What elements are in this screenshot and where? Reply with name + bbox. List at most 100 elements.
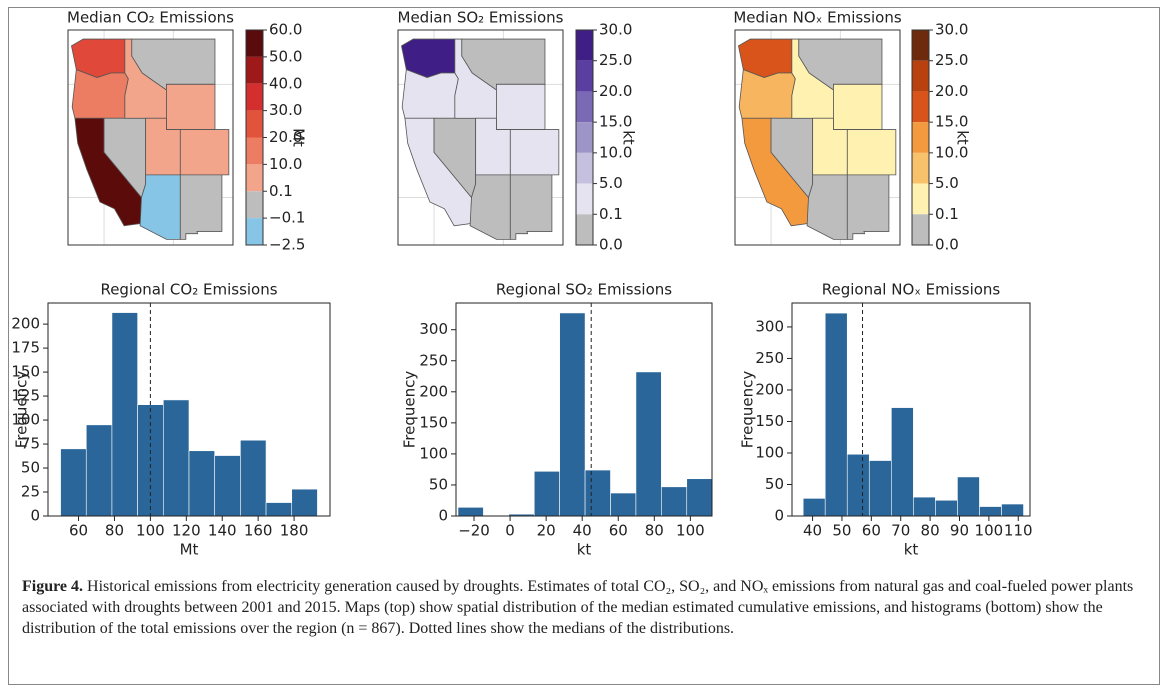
y-tick-label: 200 — [11, 315, 40, 333]
x-tick-label: 40 — [573, 522, 592, 540]
colorbar-segment — [576, 183, 593, 215]
colorbar-segment — [576, 30, 593, 61]
bar — [1001, 503, 1024, 517]
bar — [610, 492, 637, 517]
caption: Figure 4. Historical emissions from elec… — [22, 576, 1150, 639]
bar — [891, 407, 914, 517]
y-tick-label: 0 — [774, 507, 784, 525]
colorbar-segment — [246, 83, 263, 111]
y-tick-label: 250 — [755, 349, 784, 367]
state — [833, 83, 883, 130]
colorbar-segment — [912, 122, 929, 153]
figure-border — [8, 7, 1160, 685]
colorbar-label: 60.0 — [269, 21, 302, 39]
colorbar-unit: kt — [954, 130, 972, 145]
x-tick-label: 70 — [891, 522, 910, 540]
map-title: Median CO₂ Emissions — [67, 9, 234, 27]
bar — [163, 399, 190, 517]
map-frame — [734, 29, 901, 246]
axes-frame — [47, 302, 331, 517]
x-tick-label: 90 — [950, 522, 969, 540]
colorbar-segment — [246, 218, 263, 245]
bar — [802, 498, 826, 517]
y-tick-label: 300 — [755, 317, 784, 335]
y-tick-label: 100 — [755, 443, 784, 461]
colorbar-label: 0.0 — [599, 236, 623, 254]
colorbar-segment — [912, 214, 929, 245]
bar — [188, 450, 215, 517]
y-tick-label: 0 — [438, 507, 448, 525]
y-tick-label: 250 — [419, 351, 448, 369]
y-tick-label: 50 — [765, 475, 784, 493]
colorbar-label: 15.0 — [599, 113, 632, 131]
colorbar-label: 5.0 — [935, 174, 959, 192]
x-tick-label: 140 — [208, 522, 237, 540]
y-axis-label: Frequency — [401, 371, 419, 449]
caption-label: Figure 4. — [22, 578, 84, 595]
x-tick-label: 100 — [975, 522, 1004, 540]
colorbar-label: −0.1 — [269, 209, 305, 227]
bar — [868, 460, 892, 517]
colorbar-segment — [246, 164, 263, 192]
colorbar-label: 20.0 — [935, 82, 968, 100]
hist-title: Regional CO₂ Emissions — [100, 281, 277, 299]
bar — [291, 488, 318, 517]
colorbar-segment — [912, 30, 929, 61]
bar — [686, 478, 713, 517]
bar — [913, 496, 936, 517]
x-tick-label: 40 — [803, 522, 822, 540]
colorbar-label: 0.0 — [935, 236, 959, 254]
y-tick-label: 25 — [21, 483, 40, 501]
state — [401, 69, 459, 119]
x-tick-label: 100 — [136, 522, 165, 540]
state — [179, 174, 223, 240]
colorbar-label: 10.0 — [269, 155, 302, 173]
bar — [60, 448, 87, 517]
colorbar-label: 0.1 — [599, 205, 623, 223]
colorbar-unit: Mt — [290, 128, 308, 147]
y-tick-label: 150 — [419, 413, 448, 431]
bar — [584, 469, 611, 517]
colorbar-label: 50.0 — [269, 47, 302, 65]
colorbar-segment — [912, 60, 929, 92]
y-tick-label: 100 — [11, 411, 40, 429]
axes-frame — [791, 302, 1031, 517]
hist-title: Regional NOₓ Emissions — [822, 281, 1001, 299]
y-tick-label: 50 — [429, 475, 448, 493]
state — [166, 83, 216, 130]
x-tick-label: 180 — [280, 522, 309, 540]
colorbar-segment — [576, 122, 593, 153]
state — [509, 129, 560, 176]
y-tick-label: 0 — [30, 507, 40, 525]
axes-frame — [455, 302, 713, 517]
bar — [559, 312, 586, 517]
x-tick-label: 20 — [537, 522, 556, 540]
colorbar-segment — [912, 183, 929, 215]
colorbar-label: 20.0 — [599, 82, 632, 100]
colorbar-label: 15.0 — [935, 113, 968, 131]
colorbar-segment — [246, 56, 263, 84]
map-title: Median NOₓ Emissions — [733, 9, 902, 27]
hist-title: Regional SO₂ Emissions — [496, 281, 672, 299]
y-tick-label: 100 — [419, 444, 448, 462]
bar — [240, 439, 267, 517]
bar — [533, 470, 560, 517]
y-tick-label: 125 — [11, 387, 40, 405]
x-tick-label: 120 — [172, 522, 201, 540]
state — [179, 129, 230, 176]
colorbar-segment — [576, 152, 593, 184]
x-axis-label: kt — [577, 541, 592, 559]
x-tick-label: 110 — [1004, 522, 1033, 540]
y-tick-label: 175 — [11, 339, 40, 357]
colorbar-segment — [912, 152, 929, 184]
colorbar-label: 0.1 — [269, 182, 293, 200]
colorbar-label: −2.5 — [269, 236, 305, 254]
colorbar-segment — [246, 191, 263, 219]
colorbar-label: 20.0 — [269, 128, 302, 146]
x-tick-label: 80 — [921, 522, 940, 540]
colorbar-unit: kt — [620, 130, 638, 145]
colorbar-label: 5.0 — [599, 174, 623, 192]
y-axis-label: Frequency — [13, 371, 31, 449]
